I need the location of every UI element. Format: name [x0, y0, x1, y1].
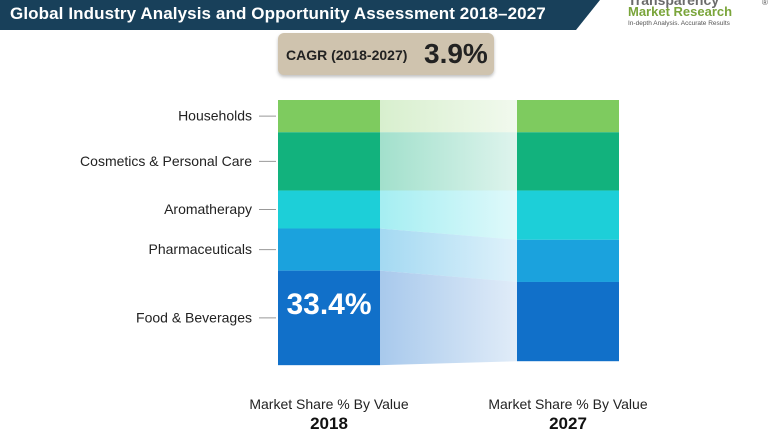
category-label-food-and-beverages: Food & Beverages — [136, 309, 252, 325]
cagr-value: 3.9% — [424, 38, 488, 69]
year-label-2027: 2027 — [549, 414, 587, 433]
bar-2018-food-and-beverages — [278, 270, 380, 366]
cagr-label: CAGR (2018-2027) — [286, 47, 408, 63]
bar-2027-food-and-beverages — [517, 281, 619, 362]
cagr-badge: CAGR (2018-2027) 3.9% — [278, 33, 494, 75]
category-label-pharmaceuticals: Pharmaceuticals — [149, 241, 253, 257]
connector-pharmaceuticals — [380, 228, 517, 282]
bar-2027-cosmetics-and-personal-care — [517, 132, 619, 191]
connector-food-and-beverages — [380, 270, 517, 366]
company-logo: Transparency Market Research In-depth An… — [622, 0, 780, 32]
bar-2027-households — [517, 100, 619, 133]
bar-2018-aromatherapy — [278, 190, 380, 229]
title-banner: Global Industry Analysis and Opportunity… — [0, 0, 600, 30]
connector-cosmetics-and-personal-care — [380, 132, 517, 191]
chart-title: Global Industry Analysis and Opportunity… — [10, 4, 546, 23]
logo-line1: Transparency — [628, 0, 720, 8]
connector-households — [380, 100, 517, 133]
axis-label-2027: Market Share % By Value — [488, 396, 647, 412]
bar-2018-pharmaceuticals — [278, 228, 380, 271]
connector-aromatherapy — [380, 190, 517, 240]
registered-mark: ® — [762, 0, 768, 7]
year-label-2018: 2018 — [310, 414, 348, 433]
bar-2027-aromatherapy — [517, 190, 619, 240]
bar-2018-households — [278, 100, 380, 133]
category-label-cosmetics-and-personal-care: Cosmetics & Personal Care — [80, 153, 252, 169]
category-label-households: Households — [178, 108, 252, 124]
highlight-value-label: 33.4% — [286, 288, 371, 321]
logo-line2: Market Research — [628, 4, 733, 19]
axis-label-2018: Market Share % By Value — [249, 396, 408, 412]
logo-tagline: In-depth Analysis. Accurate Results — [628, 20, 730, 27]
bar-2027-pharmaceuticals — [517, 239, 619, 282]
category-label-aromatherapy: Aromatherapy — [164, 201, 252, 217]
bar-2018-cosmetics-and-personal-care — [278, 132, 380, 191]
